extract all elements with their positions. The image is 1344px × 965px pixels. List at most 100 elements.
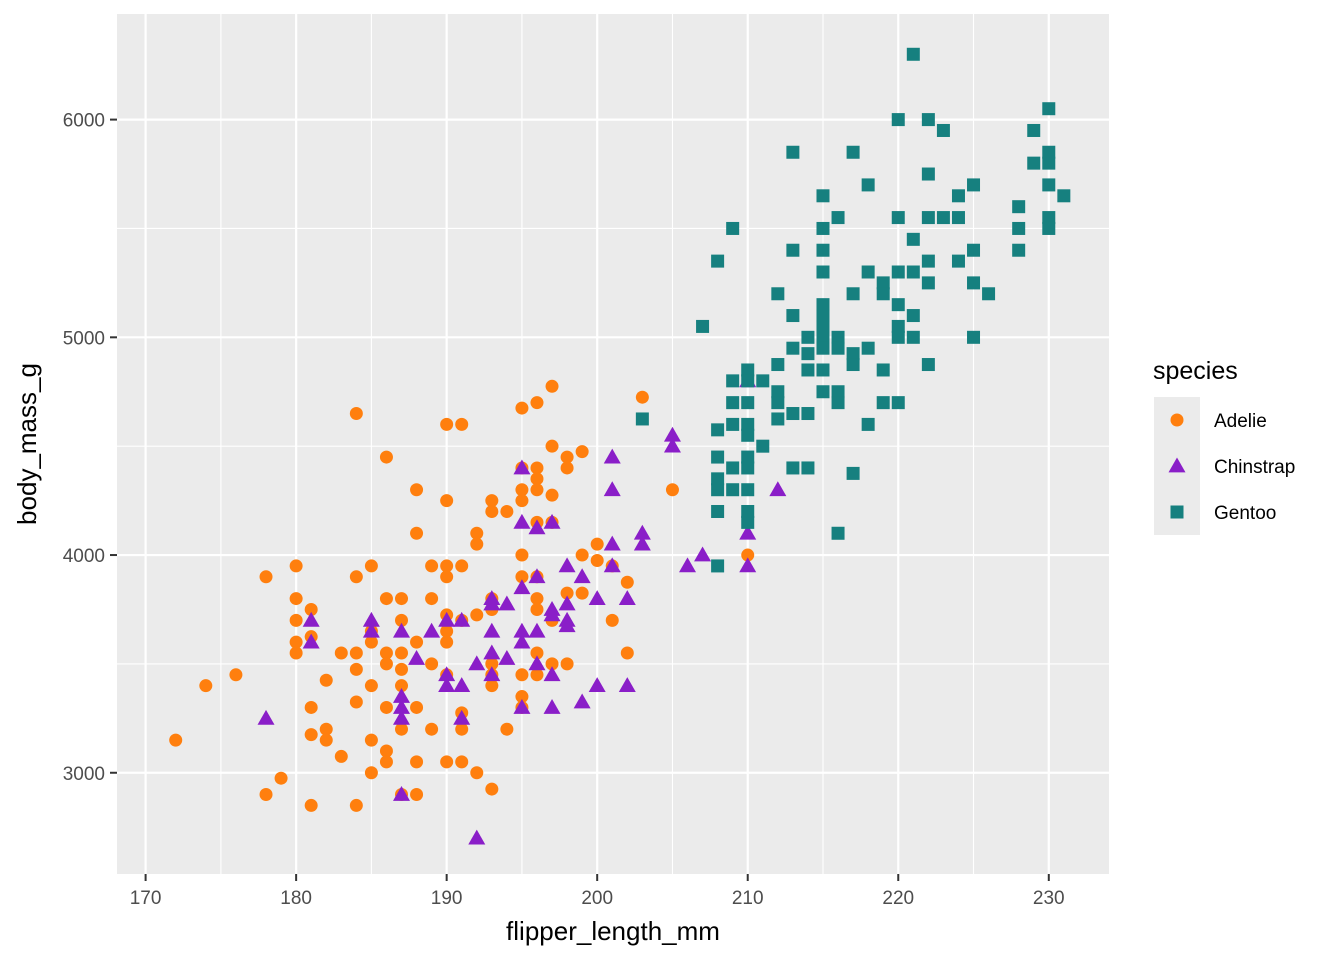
data-point-adelie <box>289 592 303 606</box>
data-point-gentoo <box>741 417 755 431</box>
data-point-adelie <box>605 613 619 627</box>
data-point-adelie <box>620 646 634 660</box>
data-point-adelie <box>395 679 409 693</box>
data-point-gentoo <box>816 363 830 377</box>
data-point-gentoo <box>921 167 935 181</box>
data-point-gentoo <box>771 412 785 426</box>
data-point-adelie <box>229 668 243 682</box>
data-point-adelie <box>530 592 544 606</box>
data-point-gentoo <box>816 309 830 323</box>
data-point-gentoo <box>846 347 860 361</box>
data-point-gentoo <box>891 113 905 127</box>
data-point-chinstrap <box>483 666 501 682</box>
data-point-adelie <box>379 755 393 769</box>
data-point-chinstrap <box>513 698 531 714</box>
data-point-adelie <box>440 559 454 573</box>
data-point-chinstrap <box>438 677 456 693</box>
data-point-adelie <box>545 439 559 453</box>
data-point-gentoo <box>831 526 845 540</box>
data-point-gentoo <box>816 341 830 355</box>
data-point-gentoo <box>816 265 830 279</box>
data-point-gentoo <box>816 243 830 257</box>
data-point-chinstrap <box>302 611 320 627</box>
data-point-gentoo <box>861 265 875 279</box>
data-point-adelie <box>349 646 363 660</box>
data-point-chinstrap <box>408 649 426 665</box>
data-point-gentoo <box>696 319 710 333</box>
data-point-chinstrap <box>588 677 606 693</box>
data-point-adelie <box>575 586 589 600</box>
data-point-chinstrap <box>498 649 516 665</box>
data-point-adelie <box>455 559 469 573</box>
data-point-gentoo <box>921 254 935 268</box>
data-point-gentoo <box>726 483 740 497</box>
data-point-chinstrap <box>543 666 561 682</box>
minor-gridlines <box>117 14 1109 874</box>
data-point-gentoo <box>726 221 740 235</box>
data-point-adelie <box>575 548 589 562</box>
data-point-gentoo <box>771 396 785 410</box>
data-point-gentoo <box>951 254 965 268</box>
y-axis: 3000 4000 5000 6000 <box>63 111 117 785</box>
data-point-chinstrap <box>468 829 486 845</box>
data-point-chinstrap <box>438 611 456 627</box>
data-point-adelie <box>515 548 529 562</box>
data-point-gentoo <box>741 396 755 410</box>
data-point-gentoo <box>711 472 725 486</box>
data-point-adelie <box>515 690 529 704</box>
y-tick-label: 5000 <box>63 328 105 349</box>
data-point-gentoo <box>846 287 860 301</box>
data-point-gentoo <box>876 363 890 377</box>
data-point-gentoo <box>921 211 935 225</box>
data-point-chinstrap <box>543 513 561 529</box>
data-point-adelie <box>395 722 409 736</box>
data-point-adelie <box>289 613 303 627</box>
y-axis-title: body_mass_g <box>12 363 42 525</box>
data-point-chinstrap <box>393 622 411 638</box>
data-point-gentoo <box>967 330 981 344</box>
data-point-gentoo <box>846 358 860 372</box>
data-points <box>169 47 1071 845</box>
data-point-chinstrap <box>603 557 621 573</box>
data-point-adelie <box>455 722 469 736</box>
data-point-chinstrap <box>588 590 606 605</box>
data-point-adelie <box>455 417 469 431</box>
data-point-adelie <box>334 749 348 763</box>
data-point-adelie <box>455 755 469 769</box>
data-point-adelie <box>485 494 499 508</box>
data-point-gentoo <box>1042 145 1056 159</box>
data-point-adelie <box>530 396 544 410</box>
data-point-adelie <box>364 679 378 693</box>
data-point-gentoo <box>876 287 890 301</box>
data-point-chinstrap <box>483 644 501 660</box>
data-point-gentoo <box>711 254 725 268</box>
legend-entry-chinstrap: Chinstrap <box>1154 443 1295 489</box>
series-gentoo <box>635 47 1071 573</box>
data-point-chinstrap <box>694 546 712 562</box>
data-point-adelie <box>440 417 454 431</box>
data-point-gentoo <box>771 358 785 372</box>
data-point-adelie <box>590 553 604 567</box>
x-tick-label: 220 <box>882 888 914 909</box>
data-point-gentoo <box>786 243 800 257</box>
data-point-gentoo <box>921 276 935 290</box>
data-point-chinstrap <box>633 535 651 551</box>
data-point-gentoo <box>786 407 800 421</box>
data-point-gentoo <box>726 396 740 410</box>
legend-entry-gentoo: Gentoo <box>1154 489 1276 535</box>
data-point-adelie <box>530 472 544 486</box>
data-point-gentoo <box>891 396 905 410</box>
data-point-gentoo <box>801 407 815 421</box>
data-point-gentoo <box>967 178 981 192</box>
data-point-chinstrap <box>558 557 576 573</box>
data-point-adelie <box>319 722 333 736</box>
data-point-gentoo <box>741 483 755 497</box>
data-point-adelie <box>560 657 574 671</box>
data-point-chinstrap <box>468 655 486 671</box>
data-point-adelie <box>575 445 589 459</box>
data-point-gentoo <box>891 265 905 279</box>
data-point-chinstrap <box>453 709 471 725</box>
data-point-gentoo <box>1012 200 1026 214</box>
data-point-gentoo <box>801 347 815 361</box>
